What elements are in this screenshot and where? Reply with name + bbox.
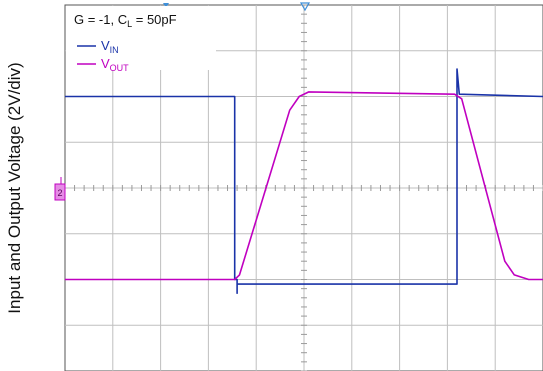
trigger-marker-left (163, 3, 169, 8)
y-axis-label: Input and Output Voltage (2V/div) (5, 62, 24, 313)
channel-marker: 2 (54, 177, 66, 201)
traces (65, 68, 543, 295)
legend-label-vin: VIN (101, 38, 119, 55)
legend-label-vout: VOUT (101, 56, 129, 73)
condition-annotation: G = -1, CL = 50pF (74, 12, 177, 29)
legend-box (66, 6, 216, 70)
channel-marker-label: 2 (57, 188, 62, 198)
trace-in (65, 68, 543, 295)
trace-out (65, 91, 543, 281)
trigger-marker-top (299, 2, 311, 12)
